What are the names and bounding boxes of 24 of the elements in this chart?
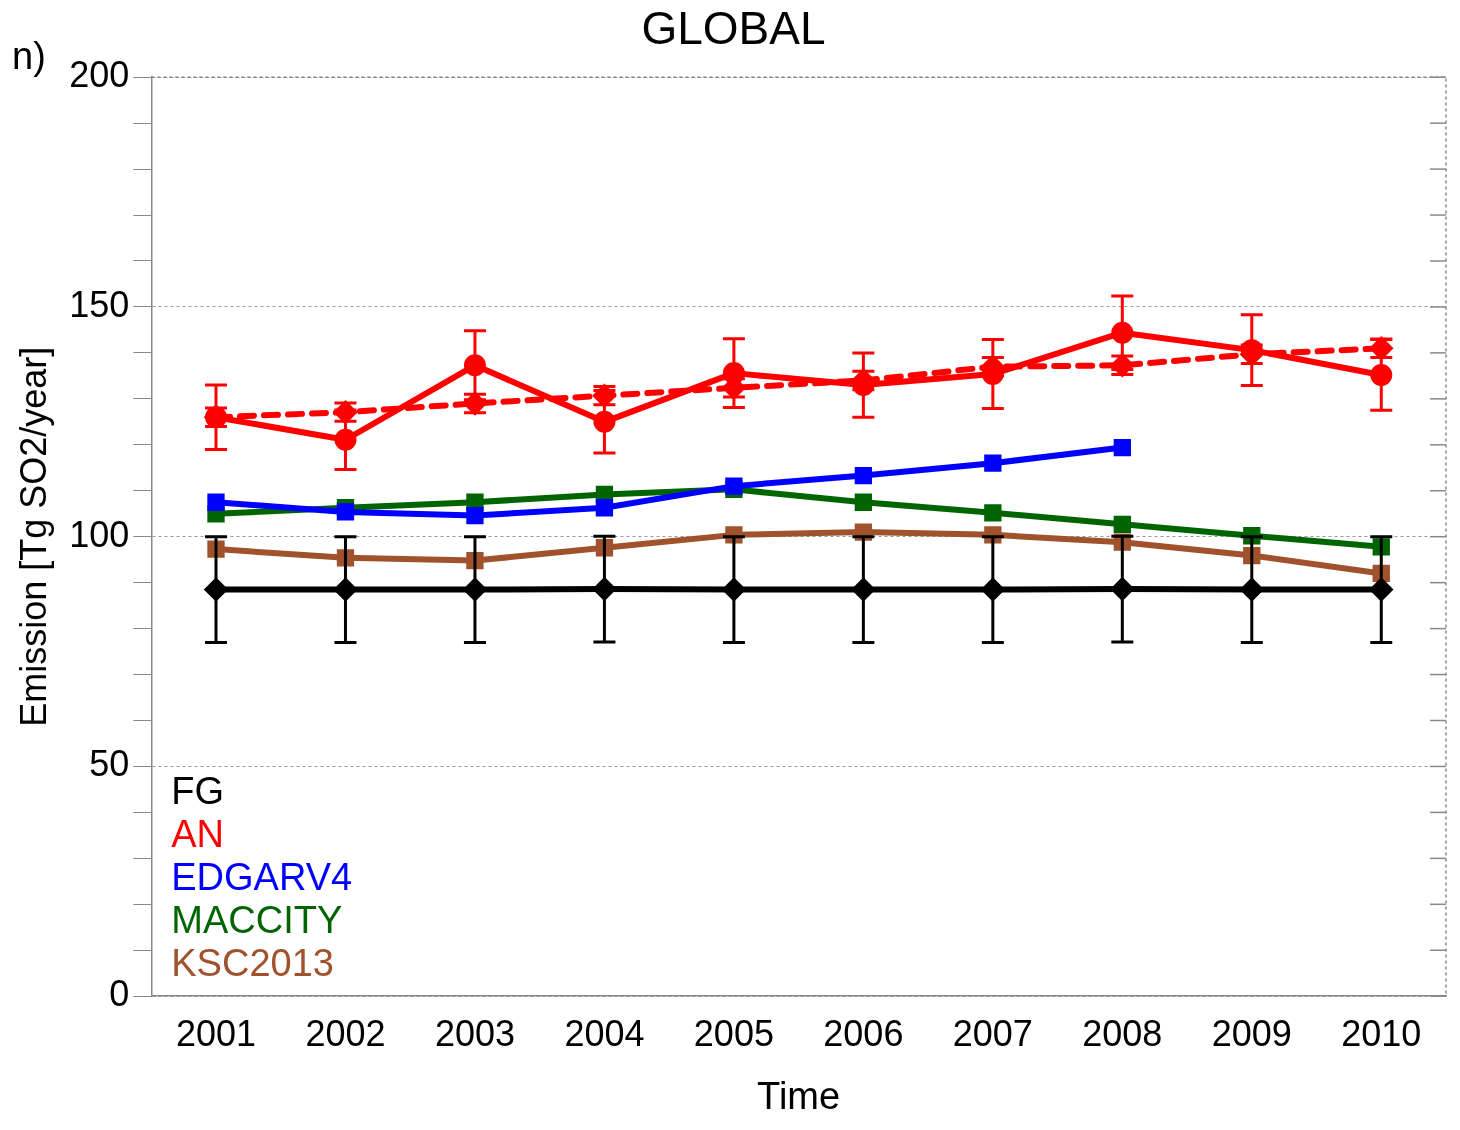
- x-tick-label: 2001: [175, 1012, 257, 1054]
- y-tick-label: 100: [69, 513, 130, 555]
- y-tick-label: 200: [69, 54, 130, 96]
- x-tick-label: 2002: [305, 1012, 386, 1054]
- text: n): [12, 35, 46, 78]
- y-tick-label: 150: [69, 283, 130, 325]
- text: FG: [171, 770, 225, 813]
- x-tick-label: 2008: [1082, 1012, 1163, 1054]
- x-tick-label: 2009: [1211, 1012, 1292, 1054]
- chart-title: GLOBAL: [641, 2, 826, 55]
- text: AN: [171, 813, 225, 856]
- x-tick-label: 2010: [1341, 1012, 1422, 1054]
- x-tick-label: 2004: [564, 1012, 645, 1054]
- text: MACCITY: [171, 899, 343, 942]
- x-axis-title: Time: [757, 1074, 841, 1117]
- x-tick-label: 2005: [693, 1012, 774, 1054]
- text: EDGARV4: [171, 856, 353, 899]
- x-tick-label: 2003: [434, 1012, 515, 1054]
- y-tick-label: 50: [89, 743, 130, 785]
- y-axis-title: Emission [Tg SO2/year]: [12, 346, 54, 727]
- x-tick-label: 2006: [823, 1012, 904, 1054]
- y-tick-label: 0: [109, 973, 130, 1015]
- x-tick-label: 2007: [952, 1012, 1033, 1054]
- text: KSC2013: [171, 942, 334, 985]
